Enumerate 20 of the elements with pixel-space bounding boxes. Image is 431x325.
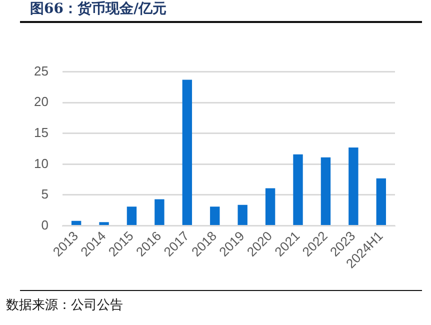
y-tick-label: 0 [41,217,48,232]
bar [154,199,164,226]
bar [238,204,248,226]
bar [210,206,220,226]
bar [71,220,82,226]
bar [376,178,386,226]
y-tick-label: 10 [34,156,48,171]
bar [99,222,109,226]
y-tick-label: 25 [34,63,48,78]
bar [126,206,137,226]
bar [182,80,192,226]
chart-title: 图66：货币现金/亿元 [30,0,167,18]
bar [265,188,276,226]
source-note: 数据来源：公司公告 [6,297,123,314]
bar [348,148,358,226]
y-tick-label: 15 [34,124,48,140]
bar [293,154,303,226]
y-tick-label: 5 [41,186,48,202]
y-tick-label: 20 [34,94,48,110]
bar [320,157,331,226]
